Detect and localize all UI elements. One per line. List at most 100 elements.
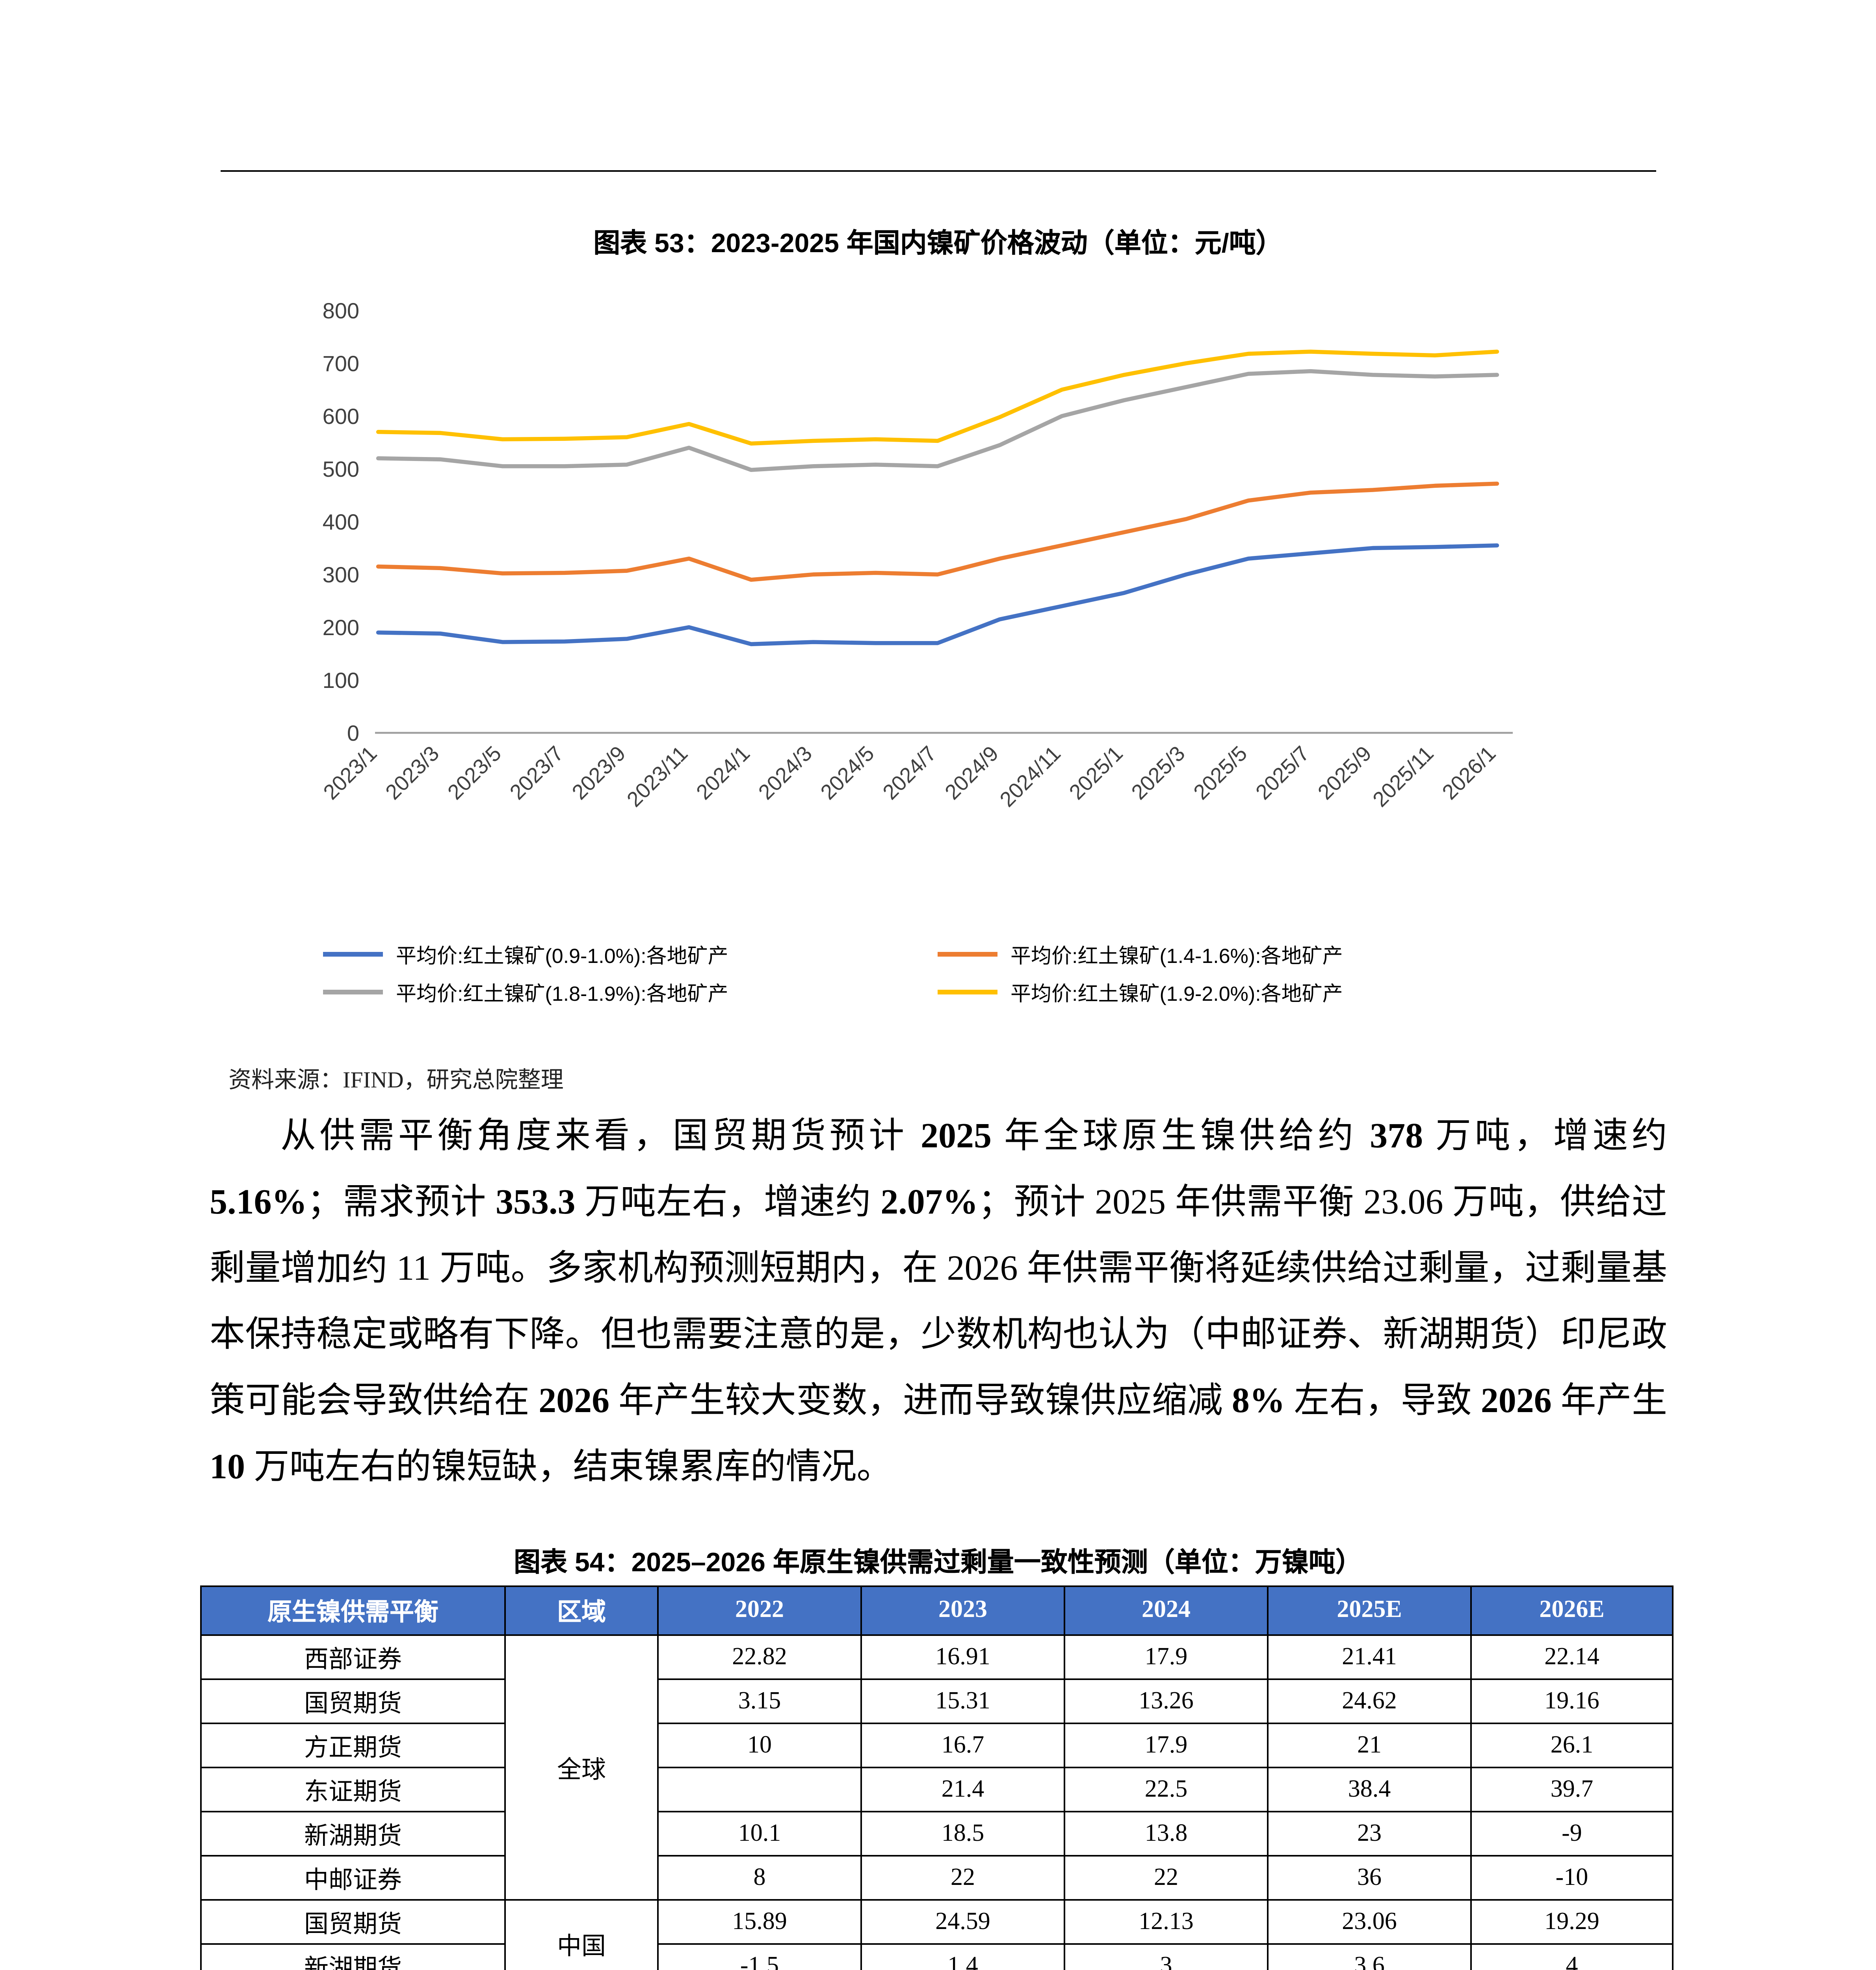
legend-label: 平均价:红土镍矿(1.8-1.9%):各地矿产: [396, 982, 728, 1005]
legend-item: 平均价:红土镍矿(1.9-2.0%):各地矿产: [938, 977, 1553, 1007]
value-cell: 36: [1267, 1855, 1472, 1901]
y-axis-tick-label: 200: [323, 615, 359, 640]
x-axis-tick-label: 2026/1: [1438, 742, 1500, 804]
x-axis-tick-label: 2025/3: [1127, 742, 1189, 804]
value-cell: 19.29: [1470, 1899, 1674, 1945]
table-row: 国贸期货 3.15 15.31 13.26 24.62 19.16: [200, 1678, 1674, 1724]
x-axis-tick-label: 2023/1: [319, 742, 381, 804]
text-segment: 年产生: [1551, 1381, 1667, 1420]
legend-item: 平均价:红土镍矿(1.4-1.6%):各地矿产: [938, 939, 1553, 969]
x-axis-tick-label: 2024/3: [754, 742, 817, 804]
value-cell: -10: [1470, 1855, 1674, 1901]
value-cell: 16.7: [860, 1723, 1065, 1768]
header-rule: [221, 170, 1656, 172]
x-axis-tick-label: 2025/9: [1313, 742, 1376, 804]
institution-cell: 新湖期货: [200, 1811, 506, 1857]
x-axis-tick-label: 2024/1: [692, 742, 754, 804]
x-axis-tick-label: 2023/3: [381, 742, 444, 804]
text-segment: 左右，导致: [1285, 1381, 1481, 1420]
column-header: 2026E: [1470, 1585, 1674, 1636]
value-cell: 21.41: [1267, 1634, 1472, 1680]
x-axis-tick-label: 2025/11: [1368, 742, 1438, 812]
value-cell: 8: [657, 1855, 862, 1901]
bold-text-segment: 2025: [920, 1116, 992, 1155]
figure-54-title: 图表 54：2025–2026 年原生镍供需过剩量一致性预测（单位：万镍吨）: [514, 1548, 1362, 1578]
value-cell: 3.15: [657, 1678, 862, 1724]
x-axis-tick-label: 2023/9: [567, 742, 630, 804]
column-header: 2022: [657, 1585, 862, 1636]
series-line-2: [376, 369, 1499, 472]
x-axis-tick-label: 2025/1: [1065, 742, 1127, 804]
bold-text-segment: 2026: [1480, 1381, 1552, 1420]
region-cell: 中国: [504, 1899, 659, 1970]
legend-label: 平均价:红土镍矿(1.9-2.0%):各地矿产: [1010, 982, 1343, 1005]
value-cell: 22.14: [1470, 1634, 1674, 1680]
series-line-1: [376, 481, 1499, 582]
value-cell: 15.89: [657, 1899, 862, 1945]
table-row: 西部证券 全球 22.82 16.91 17.9 21.41 22.14: [200, 1634, 1674, 1901]
y-axis-tick-label: 600: [323, 404, 359, 429]
series-line-3: [376, 349, 1499, 446]
value-cell: 4: [1470, 1943, 1674, 1970]
value-cell: 17.9: [1064, 1723, 1269, 1768]
bold-text-segment: 2026: [539, 1381, 610, 1420]
value-cell: 17.9: [1064, 1634, 1269, 1680]
value-cell: 22.82: [657, 1634, 862, 1680]
institution-cell: 新湖期货: [200, 1943, 506, 1970]
text-segment: 万吨左右的镍短缺，结束镍累库的情况。: [245, 1447, 892, 1486]
bold-text-segment: 5.16%: [210, 1182, 307, 1221]
value-cell: 10: [657, 1723, 862, 1768]
text-segment: 从供需平衡角度来看，国贸期货预计: [280, 1116, 921, 1155]
table-row: 方正期货 10 16.7 17.9 21 26.1: [200, 1723, 1674, 1768]
column-header: 原生镍供需平衡: [200, 1585, 506, 1636]
x-axis-tick-label: 2023/11: [622, 742, 693, 812]
table-row: 新湖期货 10.1 18.5 13.8 23 -9: [200, 1811, 1674, 1857]
legend-item: 平均价:红土镍矿(0.9-1.0%):各地矿产: [323, 939, 938, 969]
y-axis-tick-label: 300: [323, 562, 359, 587]
legend-line-swatch: [323, 990, 383, 994]
value-cell: 19.16: [1470, 1678, 1674, 1724]
price-chart-svg: 01002003004005006007008002023/12023/3202…: [319, 298, 1513, 812]
value-cell: -9: [1470, 1811, 1674, 1857]
legend-line-swatch: [323, 952, 383, 957]
value-cell: 3.6: [1267, 1943, 1472, 1970]
table-row: 国贸期货 中国 15.89 24.59 12.13 23.06 19.29: [200, 1899, 1674, 1970]
bold-text-segment: 378: [1370, 1116, 1423, 1155]
table-row: 中邮证券 8 22 22 36 -10: [200, 1855, 1674, 1901]
column-header: 2025E: [1267, 1585, 1472, 1636]
region-cell: 全球: [504, 1634, 659, 1901]
bold-text-segment: 10: [210, 1447, 245, 1486]
figure-53-title: 图表 53：2023-2025 年国内镍矿价格波动（单位：元/吨）: [593, 229, 1283, 258]
value-cell: 21: [1267, 1723, 1472, 1768]
table-row: 东证期货 21.4 22.5 38.4 39.7: [200, 1767, 1674, 1812]
value-cell: 3: [1064, 1943, 1269, 1970]
legend-line-swatch: [938, 952, 998, 957]
value-cell: [657, 1767, 862, 1812]
text-segment: ；预计 2025 年供需平衡 23.06 万吨，供给过剩量增加约 11 万吨。多…: [210, 1182, 1667, 1420]
table-header-row: 原生镍供需平衡 区域 2022 2023 2024 2025E 2026E: [200, 1585, 1674, 1636]
text-segment: 年全球原生镍供给约: [991, 1116, 1370, 1155]
text-segment: 万吨，增速约: [1423, 1116, 1667, 1155]
chart-legend: 平均价:红土镍矿(0.9-1.0%):各地矿产 平均价:红土镍矿(1.4-1.6%…: [0, 939, 1876, 1007]
value-cell: 21.4: [860, 1767, 1065, 1812]
value-cell: 39.7: [1470, 1767, 1674, 1812]
text-segment: 万吨左右，增速约: [575, 1182, 881, 1221]
value-cell: 22: [860, 1855, 1065, 1901]
figure-53-source: 资料来源：IFIND，研究总院整理: [228, 1069, 564, 1094]
institution-cell: 国贸期货: [200, 1899, 506, 1945]
x-axis-tick-label: 2025/7: [1251, 742, 1314, 804]
value-cell: 13.8: [1064, 1811, 1269, 1857]
institution-cell: 中邮证券: [200, 1855, 506, 1901]
column-header: 区域: [504, 1585, 659, 1636]
y-axis-tick-label: 800: [323, 298, 359, 323]
institution-cell: 东证期货: [200, 1767, 506, 1812]
bold-text-segment: 8%: [1231, 1381, 1285, 1420]
value-cell: 18.5: [860, 1811, 1065, 1857]
value-cell: 22.5: [1064, 1767, 1269, 1812]
y-axis-tick-label: 500: [323, 457, 359, 481]
x-axis-tick-label: 2024/11: [995, 742, 1065, 812]
value-cell: 15.31: [860, 1678, 1065, 1724]
value-cell: 24.62: [1267, 1678, 1472, 1724]
supply-demand-paragraph: 从供需平衡角度来看，国贸期货预计 2025 年全球原生镍供给约 378 万吨，增…: [210, 1103, 1667, 1500]
